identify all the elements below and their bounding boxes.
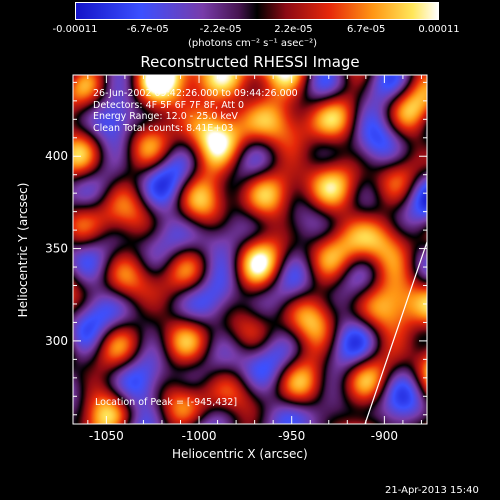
heatmap-image xyxy=(73,75,427,424)
info-energy-range: Energy Range: 12.0 - 25.0 keV xyxy=(93,111,238,122)
x-tick-label: -950 xyxy=(278,429,305,443)
footer-timestamp: 21-Apr-2013 15:40 xyxy=(385,485,479,496)
colorbar-tick-label: -0.00011 xyxy=(52,24,98,35)
x-tick-label: -900 xyxy=(371,429,398,443)
limb-line xyxy=(364,241,428,425)
y-tick-label: 400 xyxy=(45,149,68,163)
info-clean-counts: Clean Total counts: 8.41E+03 xyxy=(93,122,234,134)
y-axis-label: Heliocentric Y (arcsec) xyxy=(16,182,30,318)
colorbar-tick-label: -6.7e-05 xyxy=(126,24,169,35)
info-detectors: Detectors: 4F 5F 6F 7F 8F, Att 0 xyxy=(93,99,245,111)
plot-frame xyxy=(72,74,428,425)
colorbar-tick-label: 2.2e-05 xyxy=(274,24,313,35)
colorbar-tick-label: 6.7e-05 xyxy=(346,24,386,35)
colorbar-tick-label: 0.00011 xyxy=(418,24,460,35)
y-tick-label: 350 xyxy=(45,242,68,256)
colorbar xyxy=(75,2,439,20)
x-tick-label: -1050 xyxy=(89,429,124,443)
chart-title: Reconstructed RHESSI Image xyxy=(140,53,360,71)
x-tick-label: -1000 xyxy=(182,429,217,443)
info-time-range: 26-Jun-2002 09:42:26.000 to 09:44:26.000 xyxy=(93,88,298,99)
y-tick-label: 300 xyxy=(45,334,68,348)
colorbar-unit-label: (photons cm⁻² s⁻¹ asec⁻²) xyxy=(188,38,318,49)
info-peak-location: Location of Peak = [-945,432] xyxy=(95,397,238,408)
colorbar-tick-label: -2.2e-05 xyxy=(199,24,242,35)
x-axis-label: Heliocentric X (arcsec) xyxy=(172,447,308,461)
